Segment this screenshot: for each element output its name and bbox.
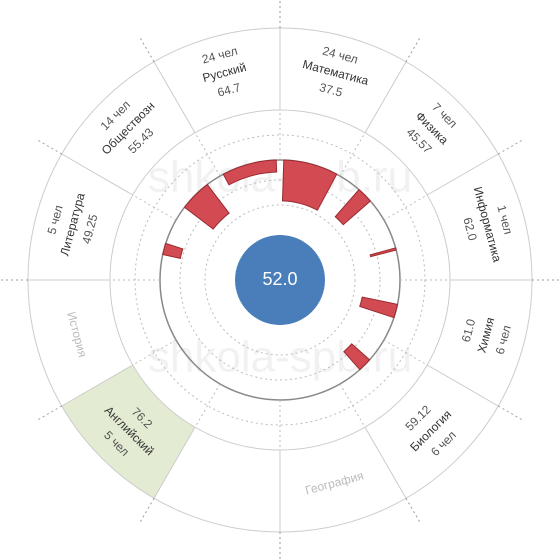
- sector-divider: [426, 153, 499, 196]
- spoke: [405, 35, 422, 63]
- bar: [359, 296, 399, 319]
- spoke: [339, 383, 366, 428]
- sector-divider: [426, 364, 499, 407]
- bar: [162, 242, 184, 259]
- center-circle: [235, 235, 325, 325]
- spoke: [339, 132, 366, 177]
- subject-name: История: [64, 310, 90, 359]
- spoke: [497, 405, 525, 422]
- sector-divider: [61, 153, 134, 196]
- spoke: [132, 339, 177, 366]
- bar: [334, 188, 372, 226]
- spoke: [35, 405, 63, 422]
- sector-divider: [153, 61, 196, 134]
- subject-name: География: [304, 469, 365, 498]
- spoke: [138, 497, 155, 525]
- spoke: [194, 132, 221, 177]
- score: 49.25: [79, 212, 100, 245]
- watermark: shkola-spb.ru: [148, 333, 412, 382]
- watermark: shkola-spb.ru: [148, 153, 412, 202]
- score: 61.0: [459, 317, 479, 343]
- sector-divider: [61, 364, 134, 407]
- score: 37.5: [318, 80, 344, 100]
- spoke: [132, 194, 177, 221]
- center-value: 52.0: [262, 269, 297, 289]
- spoke: [194, 383, 221, 428]
- bar: [343, 343, 371, 371]
- spoke: [497, 138, 525, 155]
- highlight-sector: [61, 365, 195, 499]
- students: 6 чел: [493, 324, 514, 356]
- bar: [183, 183, 230, 230]
- bar: [369, 247, 397, 258]
- bar: [281, 159, 338, 211]
- spoke: [383, 194, 428, 221]
- sector-divider: [153, 426, 196, 499]
- sector-divider: [364, 61, 407, 134]
- score: 64.7: [216, 80, 242, 100]
- score: 62.0: [460, 216, 480, 242]
- spoke: [138, 35, 155, 63]
- sector-divider: [364, 426, 407, 499]
- bar: [222, 159, 278, 186]
- spoke: [383, 339, 428, 366]
- dashed-ring: [179, 179, 381, 381]
- spoke: [405, 497, 422, 525]
- dashed-ring: [204, 204, 356, 356]
- spoke: [35, 138, 63, 155]
